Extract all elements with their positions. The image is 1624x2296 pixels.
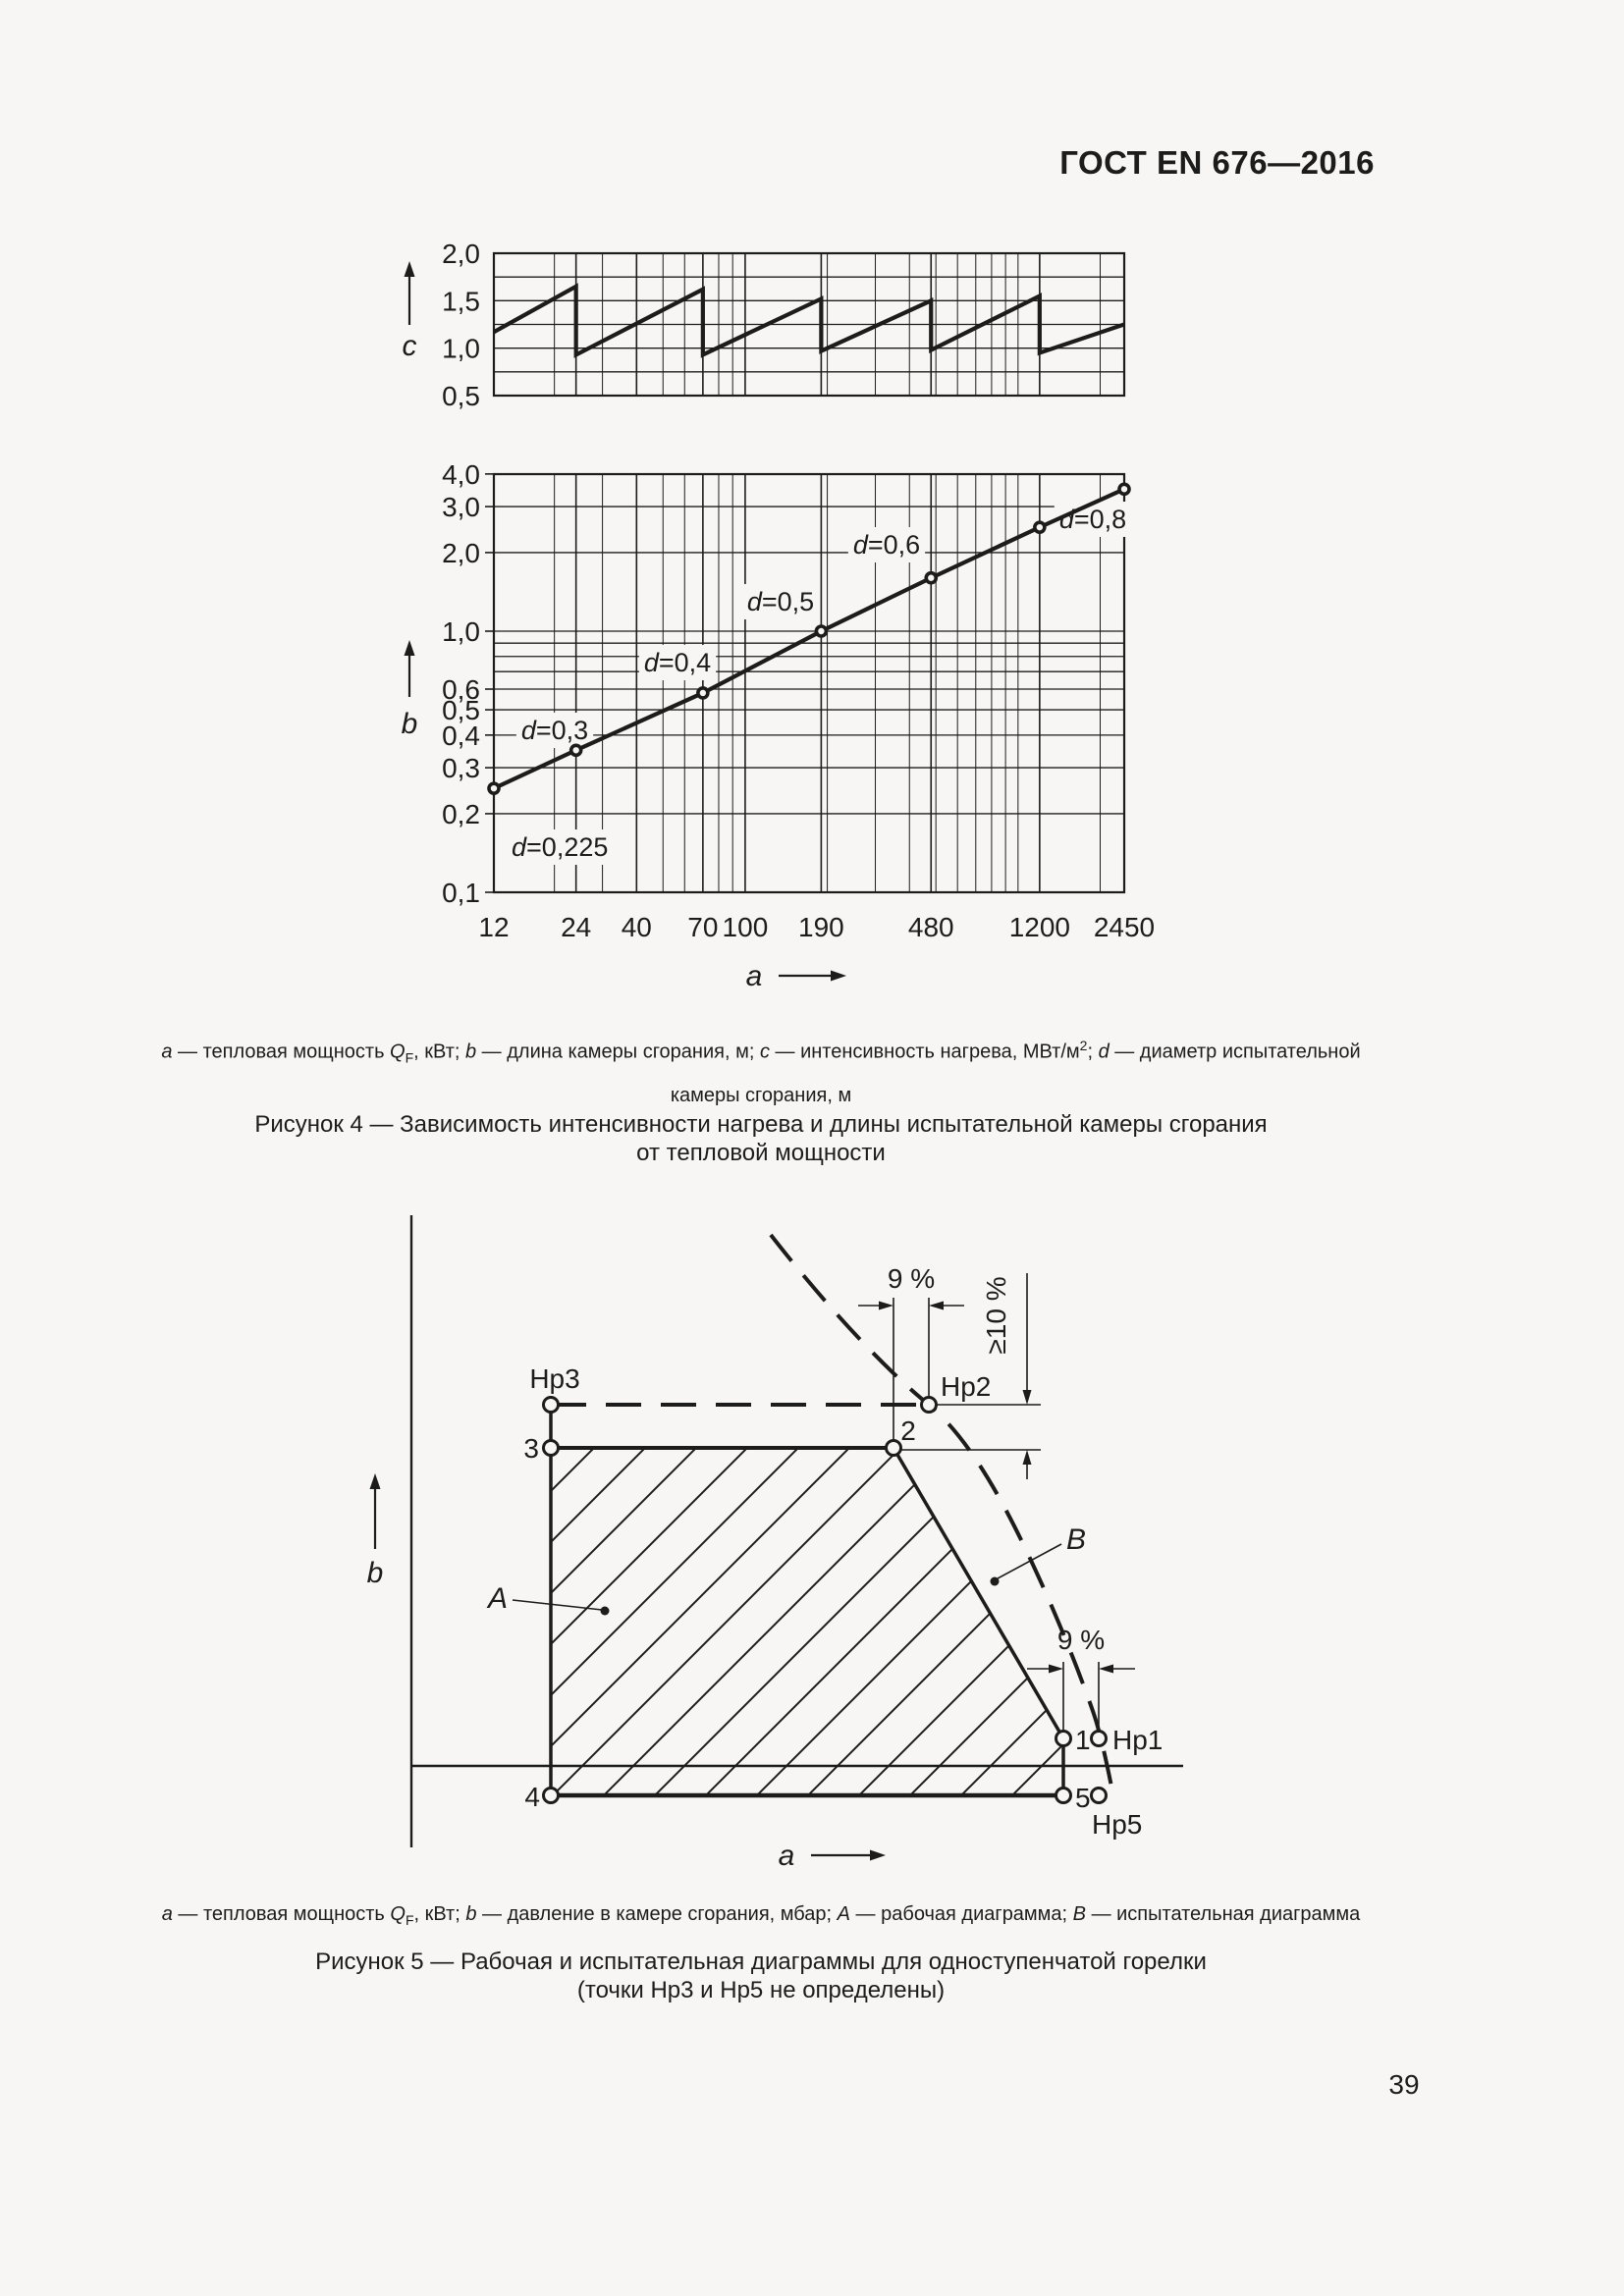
fig5-point-Hp5 (1092, 1789, 1107, 1803)
fig5-A-leader-dot (601, 1607, 610, 1616)
fig4-bottom-ytick: 0,3 (442, 753, 480, 783)
page-number: 39 (1345, 2069, 1463, 2101)
fig5-xaxis-label: a (779, 1840, 795, 1872)
fig5-label-Hp5: Hp5 (1092, 1809, 1142, 1840)
fig4-xtick: 100 (723, 912, 769, 942)
fig4-xaxis-label: a (746, 960, 763, 992)
fig4-data-point (1035, 522, 1045, 532)
fig5-label-A: A (486, 1582, 508, 1615)
fig5-label-Hp1: Hp1 (1112, 1725, 1163, 1755)
fig4-xtick: 190 (798, 912, 844, 942)
fig5-point-p2 (887, 1441, 901, 1456)
fig4-d-label: d=0,6 (848, 527, 925, 562)
fig4-d-label: d=0,225 (507, 829, 613, 865)
figure4-legend-line2: камеры сгорания, м (59, 1077, 1463, 1114)
fig4-data-line (494, 489, 1124, 788)
figure5-caption-line1: Рисунок 5 — Рабочая и испытательная диаг… (59, 1948, 1463, 1976)
fig4-xtick: 40 (622, 912, 652, 942)
fig4-d-label-text: d=0,4 (644, 648, 711, 677)
fig4-bottom-ytick: 0,2 (442, 799, 480, 829)
fig4-d-label: d=0,4 (639, 645, 716, 680)
fig4-data-point (571, 745, 581, 755)
figure4-caption-line1: Рисунок 4 — Зависимость интенсивности на… (59, 1110, 1463, 1139)
fig5-B-leader-dot (991, 1577, 1000, 1586)
fig4-bottom-ytick: 0,1 (442, 878, 480, 908)
fig4-top-ytick: 0,5 (442, 381, 480, 411)
figure5-diagram: 9 % ≥10 % 9 % Hp3 3 2 Hp2 1 Hp1 4 5Hp5 A Bb a (367, 1215, 1183, 1872)
fig4-xtick: 480 (908, 912, 954, 942)
fig4-d-label-text: d=0,8 (1059, 505, 1126, 534)
fig4-d-label-text: d=0,225 (512, 832, 608, 862)
fig4-d-label: d=0,8 (1055, 502, 1131, 537)
fig4-d-label: d=0,3 (516, 713, 593, 748)
fig4-top-ytick: 1,0 (442, 334, 480, 364)
fig4-xtick: 24 (561, 912, 591, 942)
fig4-top-ytick: 1,5 (442, 286, 480, 316)
fig4-xtick: 1200 (1009, 912, 1070, 942)
fig5-point-Hp3 (544, 1398, 559, 1413)
fig5-point-p1 (1056, 1732, 1071, 1746)
fig5-point-Hp2 (922, 1398, 937, 1413)
fig5-label-3: 3 (523, 1433, 539, 1464)
figure4-legend: a — тепловая мощность QF, кВт; b — длина… (59, 1027, 1463, 1114)
fig4-xtick: 12 (478, 912, 509, 942)
fig4-bottom-ytick: 4,0 (442, 459, 480, 490)
fig5-pct9-top-label: 9 % (888, 1263, 935, 1294)
fig5-label-Hp3: Hp3 (529, 1363, 579, 1394)
fig4-bottom-chart: d=0,225 d=0,3 d=0,4 d=0,5 d=0,6 d=0,8 4,03,0 2,… (402, 459, 1155, 992)
fig5-label-Hp2: Hp2 (941, 1371, 991, 1402)
fig4-top-ytick: 2,0 (442, 239, 480, 269)
fig5-pct10-label: ≥10 % (981, 1276, 1011, 1354)
fig4-xtick: 2450 (1094, 912, 1155, 942)
document-page: ГОСТ EN 676—2016 2,01,51,00,5cd=0,225d=0… (0, 0, 1624, 2296)
fig4-data-point (698, 688, 708, 698)
fig4-bottom-ytick: 1,0 (442, 616, 480, 647)
fig5-label-1: 1 (1075, 1725, 1091, 1755)
fig4-d-label: d=0,5 (742, 584, 819, 619)
figure5-caption: Рисунок 5 — Рабочая и испытательная диаг… (59, 1948, 1463, 2004)
fig5-label-5: 5 (1075, 1783, 1091, 1813)
fig4-data-point (1119, 484, 1129, 494)
figure5-caption-line2: (точки Hp3 и Hp5 не определены) (59, 1976, 1463, 2004)
figure4-legend-line1: a — тепловая мощность QF, кВт; b — длина… (59, 1027, 1463, 1077)
fig5-point-p4 (544, 1789, 559, 1803)
figure5-legend: a — тепловая мощность QF, кВт; b — давле… (59, 1896, 1463, 1939)
fig5-working-region-A (551, 1448, 1063, 1795)
figure4-caption-line2: от тепловой мощности (59, 1139, 1463, 1167)
figure5-legend-line1: a — тепловая мощность QF, кВт; b — давле… (59, 1896, 1463, 1939)
fig4-bottom-yaxis-label: b (402, 708, 418, 740)
figure4-caption: Рисунок 4 — Зависимость интенсивности на… (59, 1110, 1463, 1167)
fig4-bottom-ytick: 0,4 (442, 721, 480, 751)
fig5-pct9-bottom-label: 9 % (1057, 1625, 1105, 1655)
fig4-d-label-text: d=0,3 (521, 716, 588, 745)
fig4-xtick: 70 (687, 912, 718, 942)
fig4-data-point (489, 783, 499, 793)
fig4-bottom-ytick: 2,0 (442, 538, 480, 568)
fig4-top-chart: 2,0 1,5 1,0 0,5 c (403, 239, 1125, 411)
fig4-data-point (816, 626, 826, 636)
fig4-data-point (926, 573, 936, 583)
fig5-label-2: 2 (900, 1415, 916, 1446)
fig4-bottom-ytick: 3,0 (442, 492, 480, 522)
fig4-d-label-text: d=0,5 (747, 587, 814, 616)
fig5-point-p5 (1056, 1789, 1071, 1803)
fig4-top-yaxis-label: c (403, 330, 417, 362)
fig5-point-p3 (544, 1441, 559, 1456)
figure4-chart: 2,0 1,5 1,0 0,5 c d=0,225 d=0,3 d=0,4 d=0,5 d=0,6… (402, 239, 1155, 992)
fig5-point-Hp1 (1092, 1732, 1107, 1746)
fig4-d-label-text: d=0,6 (853, 530, 920, 560)
fig5-label-4: 4 (524, 1782, 540, 1812)
fig5-label-B: B (1066, 1523, 1086, 1556)
fig4-sawtooth-line (494, 287, 1124, 355)
fig5-yaxis-label: b (367, 1557, 384, 1589)
